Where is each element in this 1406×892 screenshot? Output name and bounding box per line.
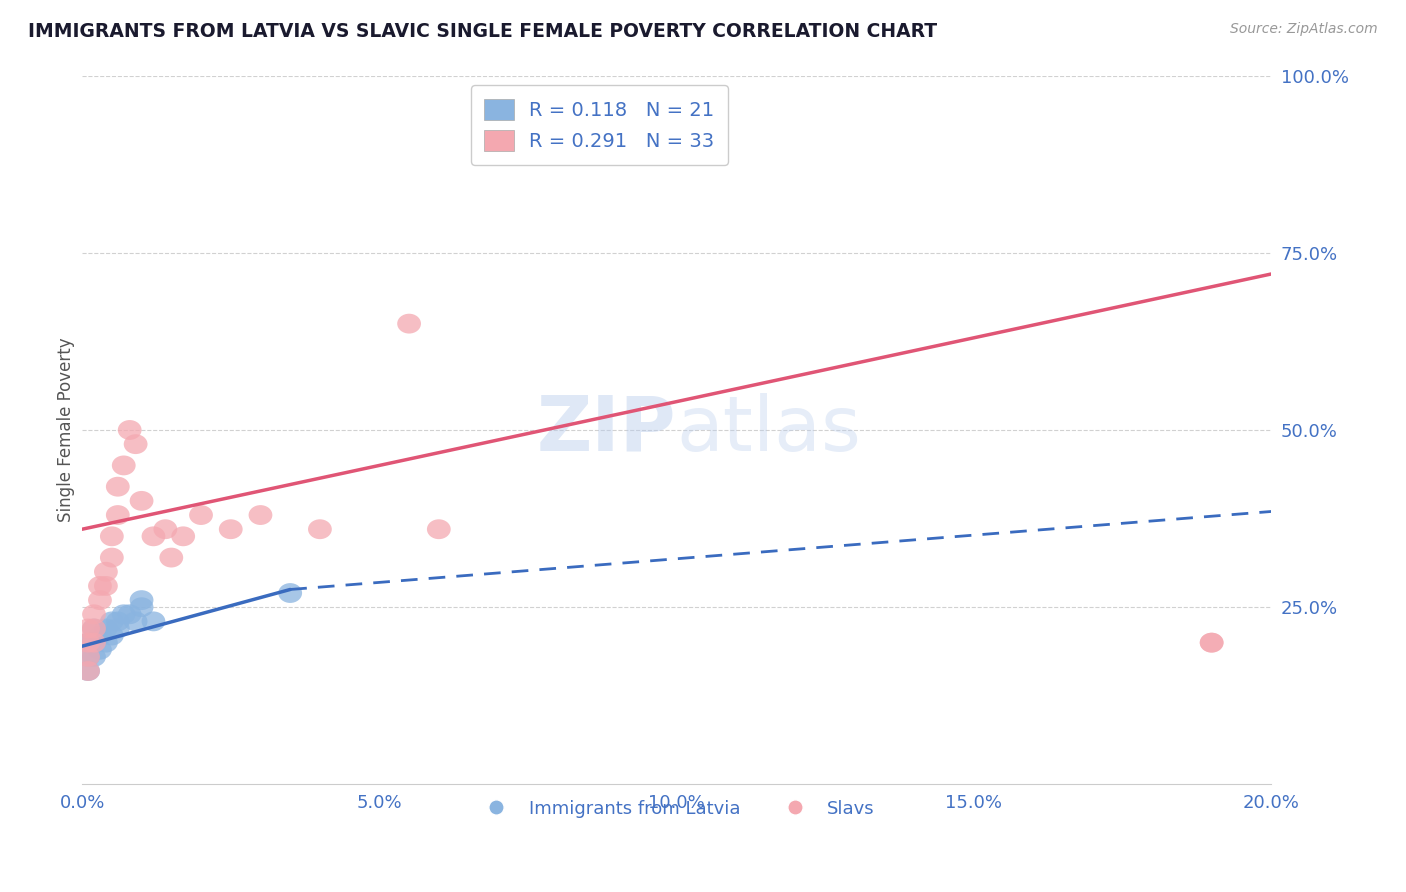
Ellipse shape (129, 598, 153, 617)
Text: ZIP: ZIP (537, 393, 676, 467)
Ellipse shape (94, 562, 118, 582)
Ellipse shape (129, 491, 153, 511)
Ellipse shape (100, 548, 124, 567)
Ellipse shape (76, 618, 100, 639)
Ellipse shape (76, 632, 100, 653)
Ellipse shape (129, 591, 153, 610)
Ellipse shape (100, 611, 124, 632)
Ellipse shape (112, 456, 135, 475)
Ellipse shape (249, 505, 273, 525)
Ellipse shape (82, 632, 105, 653)
Ellipse shape (118, 420, 142, 440)
Ellipse shape (100, 625, 124, 646)
Ellipse shape (94, 618, 118, 639)
Ellipse shape (76, 661, 100, 681)
Legend: Immigrants from Latvia, Slavs: Immigrants from Latvia, Slavs (471, 793, 882, 825)
Ellipse shape (89, 640, 112, 660)
Ellipse shape (118, 605, 142, 624)
Ellipse shape (124, 611, 148, 632)
Ellipse shape (142, 526, 166, 546)
Ellipse shape (89, 625, 112, 646)
Ellipse shape (105, 476, 129, 497)
Ellipse shape (159, 548, 183, 567)
Ellipse shape (100, 526, 124, 546)
Y-axis label: Single Female Poverty: Single Female Poverty (58, 338, 75, 523)
Text: IMMIGRANTS FROM LATVIA VS SLAVIC SINGLE FEMALE POVERTY CORRELATION CHART: IMMIGRANTS FROM LATVIA VS SLAVIC SINGLE … (28, 22, 938, 41)
Ellipse shape (76, 661, 100, 681)
Ellipse shape (153, 519, 177, 539)
Ellipse shape (76, 632, 100, 653)
Ellipse shape (105, 618, 129, 639)
Ellipse shape (1199, 632, 1223, 653)
Ellipse shape (219, 519, 243, 539)
Ellipse shape (89, 591, 112, 610)
Ellipse shape (1199, 632, 1223, 653)
Ellipse shape (190, 505, 212, 525)
Ellipse shape (124, 434, 148, 454)
Ellipse shape (105, 505, 129, 525)
Ellipse shape (112, 605, 135, 624)
Ellipse shape (105, 611, 129, 632)
Ellipse shape (172, 526, 195, 546)
Text: atlas: atlas (676, 393, 862, 467)
Ellipse shape (278, 583, 302, 603)
Ellipse shape (94, 632, 118, 653)
Ellipse shape (308, 519, 332, 539)
Ellipse shape (76, 647, 100, 666)
Ellipse shape (82, 605, 105, 624)
Ellipse shape (94, 576, 118, 596)
Ellipse shape (82, 618, 105, 639)
Ellipse shape (82, 647, 105, 666)
Ellipse shape (427, 519, 451, 539)
Ellipse shape (82, 618, 105, 639)
Text: Source: ZipAtlas.com: Source: ZipAtlas.com (1230, 22, 1378, 37)
Ellipse shape (398, 314, 420, 334)
Ellipse shape (82, 632, 105, 653)
Ellipse shape (142, 611, 166, 632)
Ellipse shape (89, 576, 112, 596)
Ellipse shape (605, 101, 628, 121)
Ellipse shape (665, 101, 689, 121)
Ellipse shape (76, 647, 100, 666)
